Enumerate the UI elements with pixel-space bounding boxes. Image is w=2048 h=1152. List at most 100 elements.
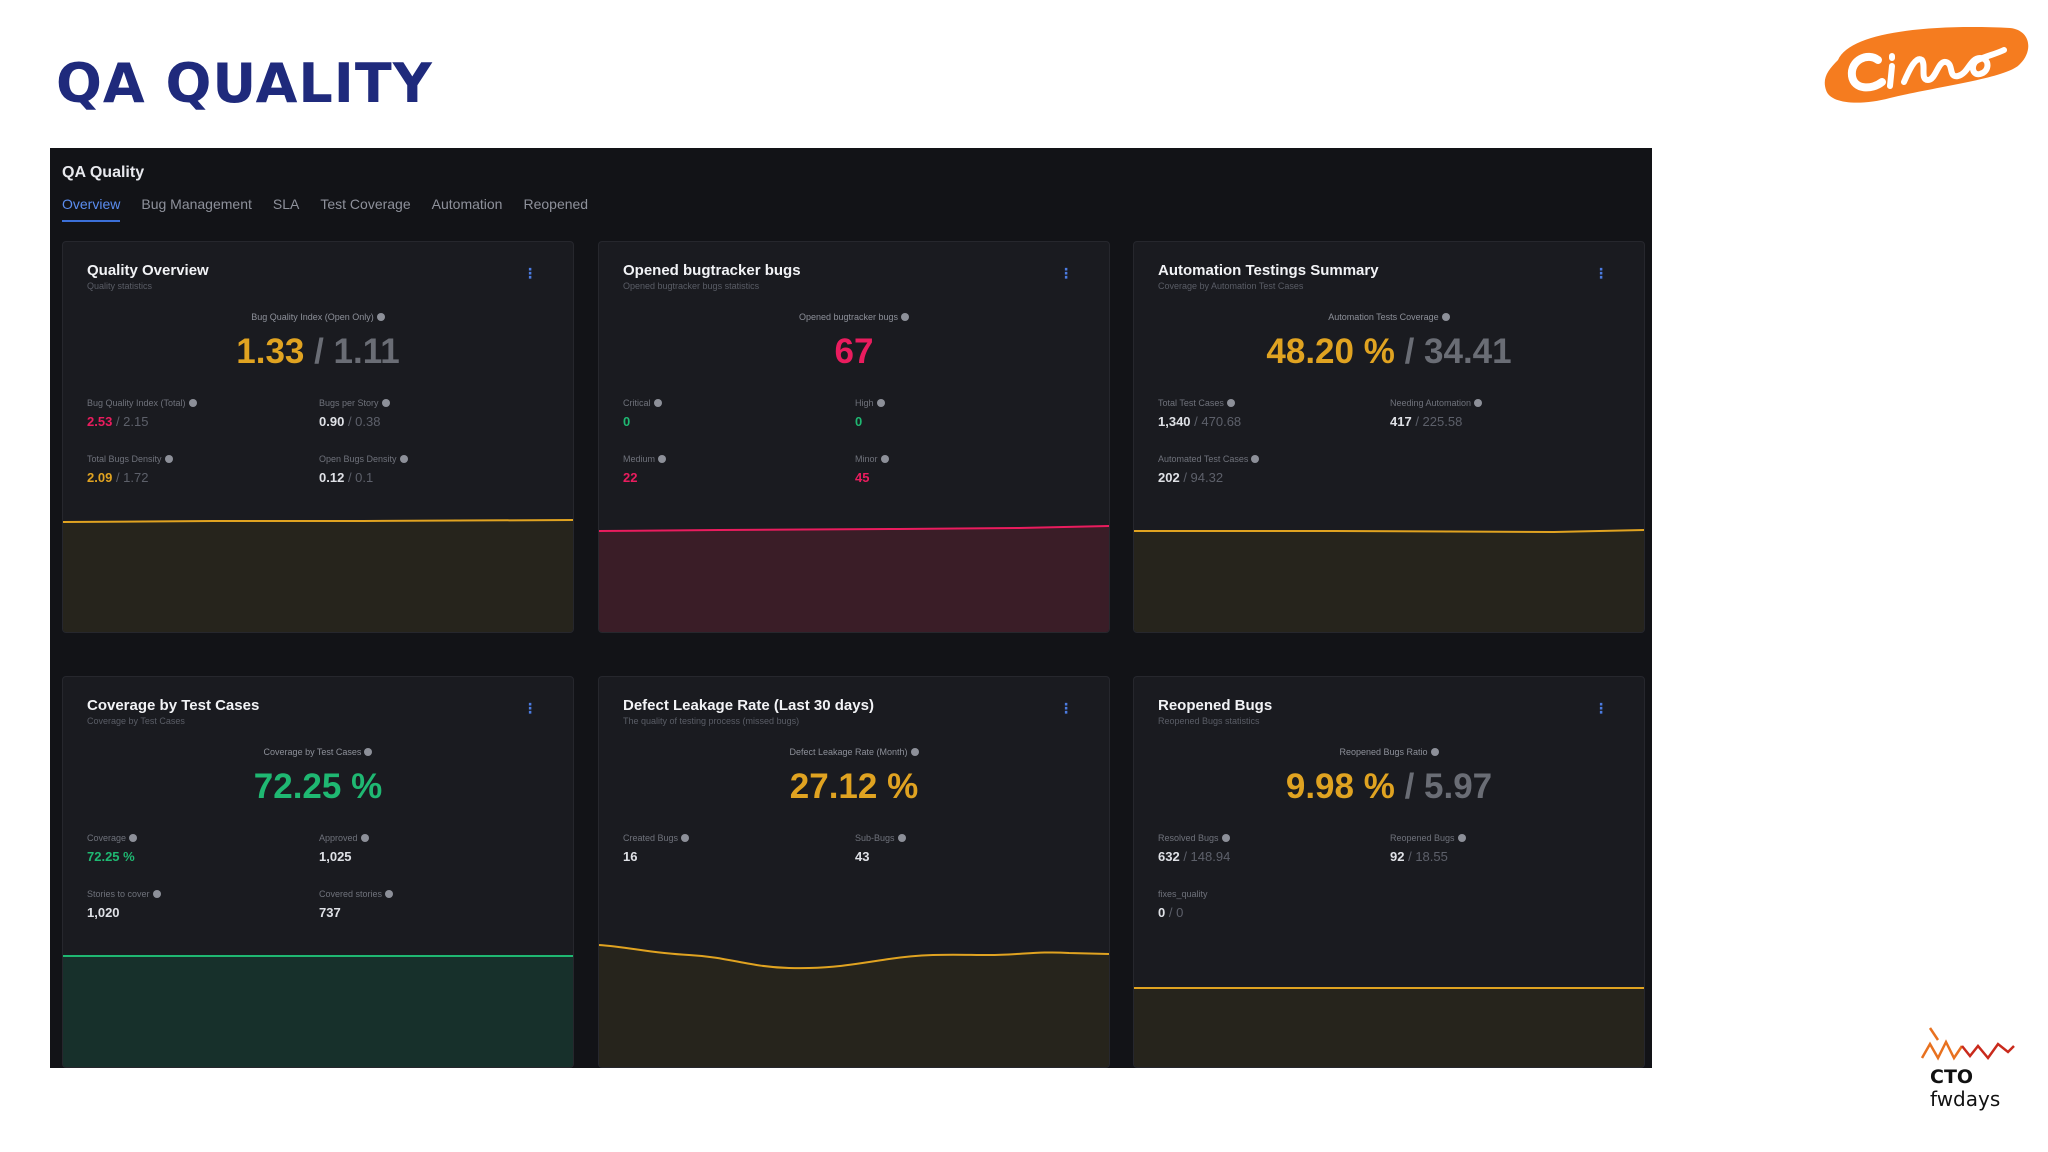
card-subtitle: The quality of testing process (missed b…: [623, 716, 800, 726]
stat-total-test-cases: Total Test Cases 1,340 / 470.68: [1158, 398, 1242, 429]
main-metric-reference: / 34.41: [1404, 332, 1512, 371]
main-metric-value: 48.20 % / 34.41: [1266, 332, 1512, 371]
info-icon[interactable]: [901, 313, 910, 321]
info-icon[interactable]: [910, 748, 919, 756]
reopened-bugs-card: Reopened Bugs Reopened Bugs statistics ⋮…: [1133, 676, 1645, 1068]
card-title: Quality Overview: [87, 262, 209, 279]
stat-resolved-bugs: Resolved Bugs 632 / 148.94: [1158, 833, 1231, 864]
info-icon[interactable]: [152, 890, 161, 898]
trend-sparkline: [63, 955, 573, 1067]
main-metric-reference: / 1.11: [314, 332, 400, 371]
info-icon[interactable]: [399, 455, 408, 463]
info-icon[interactable]: [385, 890, 394, 898]
info-icon[interactable]: [681, 834, 690, 842]
more-menu-icon[interactable]: ⋮: [523, 700, 537, 716]
main-metric-value: 67: [834, 332, 874, 371]
silno-logo: [1820, 20, 2034, 116]
defect-leakage-card: Defect Leakage Rate (Last 30 days) The q…: [598, 676, 1110, 1068]
stat-bug-quality-index-total: Bug Quality Index (Total) 2.53 / 2.15: [87, 398, 197, 429]
main-metric-value: 27.12 %: [789, 767, 919, 806]
tab-sla[interactable]: SLA: [272, 196, 300, 212]
cto-text: CTO: [1930, 1066, 1974, 1088]
stat-coverage: Coverage 72.25 %: [87, 833, 138, 864]
info-icon[interactable]: [188, 399, 197, 407]
stat-sub-bugs: Sub-Bugs 43: [855, 833, 906, 864]
dashboard-tabs: Overview Bug Management SLA Test Coverag…: [62, 196, 588, 222]
stat-open-bugs-density: Open Bugs Density 0.12 / 0.1: [319, 454, 408, 485]
card-subtitle: Quality statistics: [87, 281, 153, 291]
info-icon[interactable]: [1221, 834, 1230, 842]
trend-sparkline: [1134, 987, 1644, 1067]
more-menu-icon[interactable]: ⋮: [1059, 265, 1073, 281]
stat-needing-automation: Needing Automation 417 / 225.58: [1390, 398, 1483, 429]
tab-bug-management[interactable]: Bug Management: [141, 196, 252, 212]
coverage-card: Coverage by Test Cases Coverage by Test …: [62, 676, 574, 1068]
trend-sparkline: [63, 519, 573, 632]
tab-test-coverage[interactable]: Test Coverage: [320, 196, 411, 212]
main-metric-value: 1.33 / 1.11: [236, 332, 400, 371]
stat-created-bugs: Created Bugs 16: [623, 833, 690, 864]
more-menu-icon[interactable]: ⋮: [1594, 265, 1608, 281]
main-metric-reference: / 5.97: [1404, 767, 1493, 806]
info-icon[interactable]: [658, 455, 667, 463]
stat-minor: Minor 45: [855, 454, 889, 485]
info-icon[interactable]: [653, 399, 662, 407]
more-menu-icon[interactable]: ⋮: [1059, 700, 1073, 716]
info-icon[interactable]: [1430, 748, 1439, 756]
opened-bugs-card: Opened bugtracker bugs Opened bugtracker…: [598, 241, 1110, 633]
quality-overview-card: Quality Overview Quality statistics ⋮ Bu…: [62, 241, 574, 633]
card-subtitle: Coverage by Automation Test Cases: [1158, 281, 1304, 291]
info-icon[interactable]: [880, 455, 889, 463]
slide-title: QA QUALITY: [56, 52, 433, 115]
trend-sparkline: [599, 944, 1109, 1067]
info-icon[interactable]: [364, 748, 373, 756]
main-metric-label: Defect Leakage Rate (Month): [599, 747, 1109, 757]
main-metric-label: Coverage by Test Cases: [63, 747, 573, 757]
fwdays-text: fwdays: [1930, 1087, 2001, 1111]
stat-total-bugs-density: Total Bugs Density 2.09 / 1.72: [87, 454, 173, 485]
info-icon[interactable]: [897, 834, 906, 842]
silno-logo-icon: [1824, 27, 2029, 103]
card-title: Opened bugtracker bugs: [623, 262, 801, 279]
main-metric-label: Bug Quality Index (Open Only): [63, 312, 573, 322]
cto-fwdays-logo: CTO fwdays: [1918, 1018, 2038, 1128]
card-subtitle: Opened bugtracker bugs statistics: [623, 281, 760, 291]
info-icon[interactable]: [1251, 455, 1260, 463]
info-icon[interactable]: [1441, 313, 1450, 321]
main-metric-value: 72.25 %: [253, 767, 383, 806]
main-metric-label: Automation Tests Coverage: [1134, 312, 1644, 322]
card-title: Defect Leakage Rate (Last 30 days): [623, 697, 874, 714]
card-title: Reopened Bugs: [1158, 697, 1273, 714]
trend-sparkline: [1134, 529, 1644, 632]
tab-reopened[interactable]: Reopened: [523, 196, 589, 212]
info-icon[interactable]: [129, 834, 138, 842]
info-icon[interactable]: [360, 834, 369, 842]
stat-fixes-quality: fixes_quality 0 / 0: [1158, 889, 1208, 920]
more-menu-icon[interactable]: ⋮: [1594, 700, 1608, 716]
dashboard-panel: QA Quality Overview Bug Management SLA T…: [50, 148, 1652, 1068]
info-icon[interactable]: [376, 313, 385, 321]
tab-automation[interactable]: Automation: [431, 196, 503, 212]
info-icon[interactable]: [1226, 399, 1235, 407]
automation-summary-card: Automation Testings Summary Coverage by …: [1133, 241, 1645, 633]
info-icon[interactable]: [876, 399, 885, 407]
tab-overview[interactable]: Overview: [62, 196, 121, 222]
main-metric-value: 9.98 % / 5.97: [1285, 767, 1493, 806]
info-icon[interactable]: [164, 455, 173, 463]
stat-high: High 0: [855, 398, 885, 429]
main-metric-label: Opened bugtracker bugs: [599, 312, 1109, 322]
stat-covered-stories: Covered stories 737: [319, 889, 394, 920]
card-subtitle: Coverage by Test Cases: [87, 716, 185, 726]
info-icon[interactable]: [1474, 399, 1483, 407]
stat-medium: Medium 22: [623, 454, 667, 485]
stat-reopened-bugs: Reopened Bugs 92 / 18.55: [1390, 833, 1466, 864]
card-title: Coverage by Test Cases: [87, 697, 260, 714]
main-metric-label: Reopened Bugs Ratio: [1134, 747, 1644, 757]
card-subtitle: Reopened Bugs statistics: [1158, 716, 1260, 726]
trend-sparkline: [599, 525, 1109, 632]
stat-stories-to-cover: Stories to cover 1,020: [87, 889, 161, 920]
cto-wave-icon: [1920, 1027, 2015, 1061]
info-icon[interactable]: [1457, 834, 1466, 842]
more-menu-icon[interactable]: ⋮: [523, 265, 537, 281]
info-icon[interactable]: [381, 399, 390, 407]
